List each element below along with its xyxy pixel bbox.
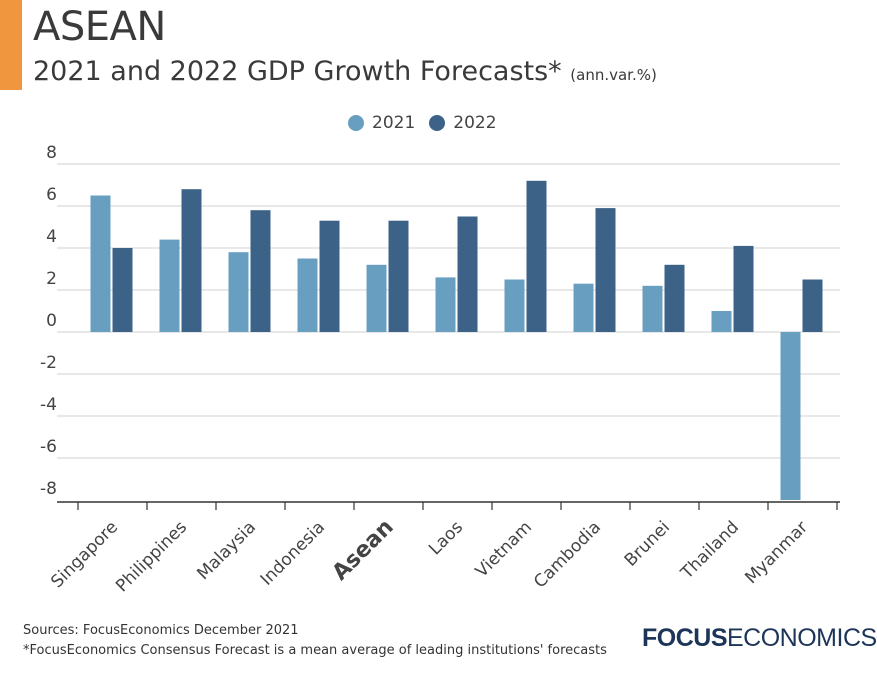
x-tick-label: Indonesia (257, 517, 329, 589)
bar-2022-thailand (733, 245, 754, 332)
x-tick-label: Cambodia (530, 517, 605, 592)
bar-2021-laos (435, 277, 456, 332)
x-tick-label: Thailand (677, 517, 743, 583)
unit-label: (ann.var.%) (570, 66, 657, 84)
bar-2022-singapore (112, 248, 133, 332)
bar-2022-philippines (181, 189, 202, 332)
x-tick-label: Myanmar (741, 517, 812, 588)
x-tick-label: Singapore (47, 517, 122, 592)
bar-2021-philippines (159, 239, 180, 332)
y-tick-label: -8 (40, 479, 57, 499)
bar-2022-malaysia (250, 210, 271, 332)
bar-2021-indonesia (297, 258, 318, 332)
y-tick-label: 6 (46, 185, 57, 205)
y-tick-label: -4 (40, 395, 57, 415)
bar-2022-cambodia (595, 208, 616, 332)
bar-2021-cambodia (573, 283, 594, 332)
bar-2021-brunei (642, 285, 663, 332)
legend-swatch (348, 115, 364, 131)
logo-light: ECONOMICS (727, 624, 877, 652)
x-tick-label: Laos (425, 517, 467, 559)
x-tick-label: Malaysia (193, 517, 260, 584)
y-tick-label: 4 (46, 227, 57, 247)
legend: 2021 2022 (348, 113, 497, 133)
x-tick-label: Brunei (621, 517, 674, 570)
bar-2022-brunei (664, 264, 685, 332)
bar-2021-thailand (711, 311, 732, 332)
legend-item-2022: 2022 (429, 113, 497, 133)
bar-2021-asean (366, 264, 387, 332)
footnote-text: *FocusEconomics Consensus Forecast is a … (23, 643, 607, 658)
bar-2021-malaysia (228, 252, 249, 332)
bar-2022-myanmar (802, 279, 823, 332)
bar-2021-myanmar (780, 332, 801, 500)
bar-2022-indonesia (319, 220, 340, 332)
focuseconomics-logo: FOCUSECONOMICS (642, 624, 877, 653)
chart-title: ASEAN (33, 4, 166, 50)
footer-notes: Sources: FocusEconomics December 2021 *F… (23, 621, 607, 661)
legend-label: 2022 (453, 113, 497, 133)
bar-2022-asean (388, 220, 409, 332)
y-tick-label: 0 (46, 311, 57, 331)
bar-2022-laos (457, 216, 478, 332)
subtitle-text: 2021 and 2022 GDP Growth Forecasts* (33, 56, 562, 87)
chart-subtitle: 2021 and 2022 GDP Growth Forecasts* (ann… (33, 56, 657, 87)
legend-label: 2021 (372, 113, 416, 133)
y-tick-label: 2 (46, 269, 57, 289)
accent-bar (0, 0, 22, 90)
legend-item-2021: 2021 (348, 113, 415, 133)
sources-text: Sources: FocusEconomics December 2021 (23, 623, 299, 638)
y-tick-label: 8 (46, 143, 57, 163)
bar-2021-vietnam (504, 279, 525, 332)
logo-bold: FOCUS (642, 624, 728, 652)
bar-2022-vietnam (526, 180, 547, 332)
y-tick-label: -6 (40, 437, 57, 457)
x-tick-label: Philippines (112, 517, 191, 596)
legend-swatch (429, 115, 446, 131)
y-tick-label: -2 (40, 353, 57, 373)
x-tick-label: Asean (328, 515, 399, 586)
x-tick-label: Vietnam (472, 517, 536, 581)
bar-2021-singapore (90, 195, 111, 332)
